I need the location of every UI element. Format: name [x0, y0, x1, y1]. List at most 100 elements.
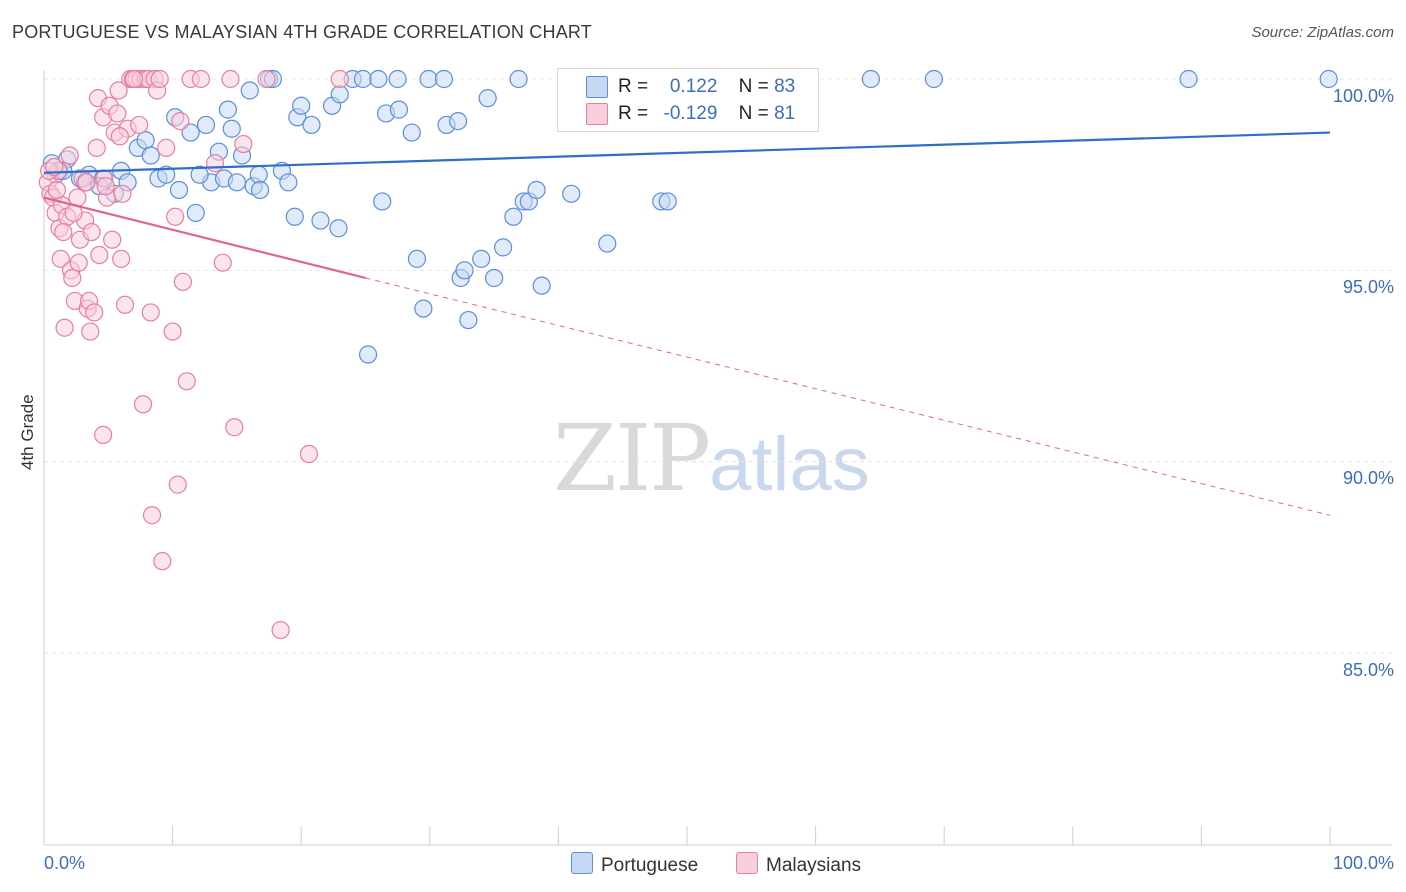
- malaysian-point: [115, 295, 135, 314]
- malaysian-point: [82, 222, 101, 242]
- malaysian-point: [163, 322, 182, 341]
- malaysian-point: [87, 138, 106, 157]
- portuguese-point: [419, 69, 438, 89]
- watermark-atlas: atlas: [709, 422, 870, 507]
- portuguese-stats: R = 0.122 N = 83: [618, 76, 795, 98]
- malaysian-legend-swatch: [736, 852, 758, 874]
- malaysian-point: [90, 245, 109, 265]
- malaysian-point: [330, 69, 349, 89]
- portuguese-point: [527, 180, 546, 200]
- portuguese-point: [532, 276, 551, 295]
- portuguese-point: [434, 69, 454, 89]
- malaysian-point: [51, 249, 70, 268]
- portuguese-r-value: 0.122: [669, 76, 718, 97]
- r-label: R =: [618, 103, 649, 124]
- x-tick-marks: [43, 826, 1331, 845]
- portuguese-n-value: 83: [774, 76, 796, 97]
- malaysian-trend-extension: [365, 277, 1331, 516]
- portuguese-point: [407, 249, 427, 268]
- portuguese-point: [358, 345, 378, 364]
- y-tick-label-85: 85.0%: [1342, 660, 1394, 680]
- malaysian-point: [157, 138, 176, 157]
- portuguese-point: [598, 234, 617, 253]
- portuguese-point: [169, 180, 189, 200]
- portuguese-point: [455, 261, 474, 280]
- n-label: N =: [738, 76, 769, 97]
- malaysian-trend-line: [43, 196, 366, 280]
- portuguese-point: [389, 100, 409, 119]
- portuguese-point: [388, 69, 407, 89]
- malaysian-point: [168, 475, 187, 494]
- portuguese-point: [285, 207, 304, 226]
- malaysian-point: [257, 69, 276, 89]
- portuguese-point: [414, 299, 433, 318]
- malaysian-swatch: [586, 103, 608, 125]
- n-label: N =: [738, 103, 769, 124]
- portuguese-point: [292, 96, 311, 115]
- portuguese-point: [373, 192, 392, 211]
- y-tick-label-100: 100.0%: [1332, 86, 1394, 106]
- portuguese-point: [279, 173, 298, 192]
- malaysian-point: [142, 506, 162, 525]
- portuguese-point: [1179, 69, 1198, 89]
- portuguese-point: [353, 69, 373, 89]
- portuguese-point: [227, 173, 246, 192]
- malaysian-point: [124, 69, 144, 89]
- malaysian-point: [112, 249, 131, 268]
- portuguese-point: [472, 249, 491, 268]
- portuguese-point: [181, 123, 200, 142]
- portuguese-point: [141, 146, 160, 165]
- x-tick-label-min: 0.0%: [44, 853, 86, 873]
- x-tick-label-max: 100.0%: [1332, 853, 1394, 873]
- source-label: Source: ZipAtlas.com: [1251, 24, 1394, 41]
- malaysian-point: [108, 104, 127, 123]
- portuguese-swatch: [586, 76, 608, 98]
- malaysian-point: [271, 620, 290, 640]
- portuguese-point: [250, 180, 270, 200]
- gridlines: [44, 78, 1392, 654]
- portuguese-point: [658, 192, 677, 211]
- malaysian-point: [299, 444, 319, 464]
- malaysian-point: [177, 372, 196, 391]
- malaysian-point: [221, 69, 240, 89]
- portuguese-point: [196, 115, 216, 135]
- portuguese-point: [249, 165, 268, 184]
- portuguese-point: [329, 219, 348, 238]
- malaysian-point: [191, 69, 210, 89]
- portuguese-point: [222, 119, 241, 138]
- chart-title: PORTUGUESE VS MALAYSIAN 4TH GRADE CORREL…: [12, 22, 592, 42]
- malaysian-r-value: -0.129: [663, 103, 718, 124]
- portuguese-point: [485, 268, 504, 288]
- malaysian-legend-label: Malaysians: [766, 855, 862, 876]
- malaysian-point: [225, 418, 244, 437]
- malaysian-stats: R = -0.129 N = 81: [618, 103, 795, 125]
- malaysian-point: [96, 177, 115, 196]
- malaysian-point: [234, 134, 253, 154]
- malaysian-point: [77, 173, 96, 192]
- portuguese-point: [218, 100, 237, 119]
- portuguese-point: [448, 111, 468, 131]
- legend-item-malaysians: Malaysians: [736, 852, 861, 877]
- malaysian-point: [113, 184, 132, 203]
- malaysian-point: [130, 115, 149, 135]
- portuguese-legend-label: Portuguese: [601, 855, 699, 876]
- portuguese-point: [562, 184, 581, 203]
- malaysian-point: [141, 303, 160, 322]
- y-axis-label: 4th Grade: [18, 394, 37, 470]
- portuguese-legend-swatch: [571, 852, 593, 874]
- malaysian-point: [60, 146, 79, 165]
- malaysian-point: [205, 154, 225, 173]
- malaysian-point: [133, 395, 153, 414]
- portuguese-point: [861, 69, 880, 89]
- portuguese-point: [186, 203, 205, 223]
- y-tick-label-90: 90.0%: [1342, 468, 1394, 488]
- portuguese-point: [509, 69, 528, 89]
- malaysian-point: [109, 81, 128, 100]
- malaysian-point: [69, 253, 88, 272]
- malaysian-point: [103, 230, 122, 249]
- portuguese-point: [504, 207, 523, 226]
- stats-legend: R = 0.122 N = 83 R = -0.129 N = 81: [557, 68, 819, 132]
- malaysian-point: [153, 552, 172, 571]
- malaysian-points: [38, 69, 349, 640]
